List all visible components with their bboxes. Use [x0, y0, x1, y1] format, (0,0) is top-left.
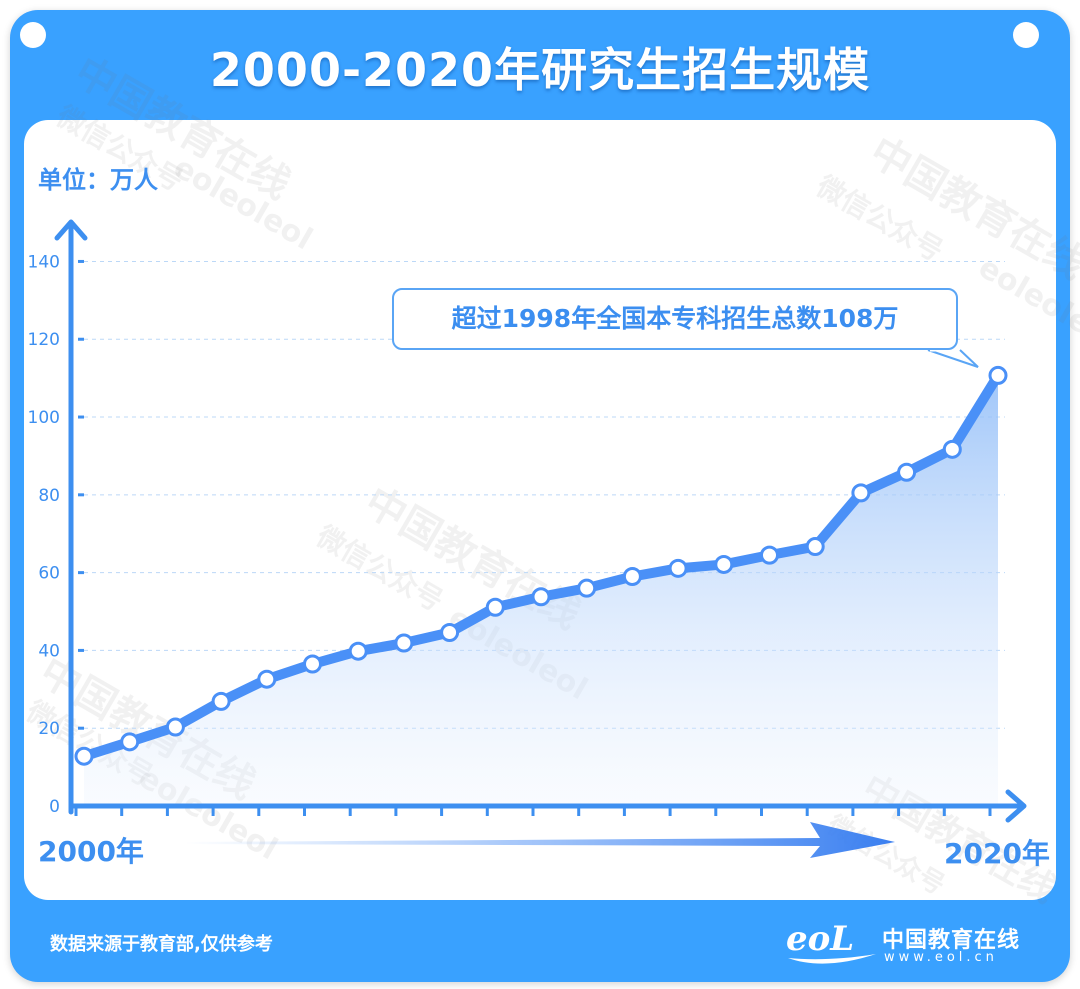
data-point-2018: [897, 462, 917, 482]
logo-text: eoL: [786, 919, 854, 959]
data-point-2000: [74, 746, 94, 766]
data-point-2015: [760, 545, 779, 565]
y-tick-label-140: 140: [28, 252, 60, 272]
data-source-note: 数据来源于教育部,仅供参考: [50, 934, 273, 955]
data-point-2004: [257, 669, 277, 689]
corner-dot-right: [1013, 22, 1039, 48]
annotation-pointer: [927, 349, 979, 368]
data-point-2013: [668, 558, 688, 578]
data-point-2002: [165, 717, 185, 737]
x-axis-start-label: 2000年: [38, 835, 144, 868]
data-point-2006: [348, 641, 368, 661]
y-tick-label-60: 60: [38, 564, 60, 584]
data-point-2019: [942, 439, 962, 459]
y-tick-label-120: 120: [28, 330, 60, 350]
y-tick-label-20: 20: [38, 719, 60, 739]
y-axis-arrowhead: [54, 219, 88, 241]
x-axis-arrowhead: [1005, 789, 1027, 823]
data-point-2007: [394, 633, 414, 653]
data-point-2003: [211, 691, 231, 711]
data-point-2012: [622, 567, 642, 587]
chart-title: 2000-2020年研究生招生规模: [209, 43, 871, 97]
data-point-2001: [120, 732, 140, 752]
corner-dot-left: [20, 22, 46, 48]
data-point-2017: [851, 483, 871, 503]
data-point-2009: [485, 597, 505, 617]
data-point-2010: [531, 587, 551, 607]
data-point-2011: [577, 578, 597, 598]
data-point-2005: [303, 654, 322, 674]
area-fill: [84, 375, 998, 806]
y-tick-label-0: 0: [49, 797, 60, 817]
timeline-arrow: [185, 822, 895, 858]
brand-name: 中国教育在线: [882, 928, 1021, 953]
y-unit-label: 单位：万人: [38, 166, 158, 194]
data-point-2014: [714, 554, 734, 574]
y-tick-label-100: 100: [28, 408, 60, 428]
data-point-2008: [440, 623, 460, 643]
eol-logo: eoL: [786, 919, 876, 964]
data-point-2016: [805, 537, 825, 557]
x-axis-end-label: 2020年: [944, 837, 1050, 870]
brand-url: www.eol.cn: [884, 950, 998, 965]
y-tick-label-80: 80: [38, 486, 60, 506]
data-point-2020: [988, 365, 1008, 385]
annotation-callout: 超过1998年全国本专科招生总数108万: [392, 288, 958, 350]
y-tick-label-40: 40: [38, 641, 60, 661]
